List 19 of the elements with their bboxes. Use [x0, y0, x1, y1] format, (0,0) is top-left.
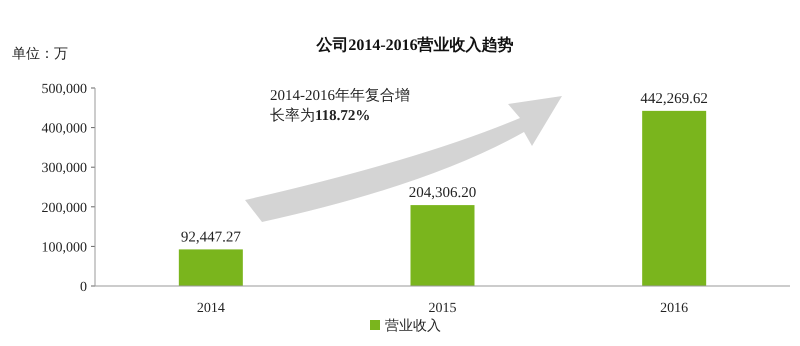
data-label: 204,306.20 [408, 185, 476, 202]
data-label: 442,269.62 [640, 90, 708, 107]
y-tick-label: 400,000 [42, 122, 87, 137]
chart-title: 公司2014-2016营业收入趋势 [315, 36, 514, 54]
bar [178, 249, 243, 286]
y-tick-label: 500,000 [42, 82, 87, 97]
x-tick-label: 2014 [196, 301, 225, 316]
y-tick-label: 300,000 [42, 161, 87, 176]
y-tick-label: 0 [80, 280, 87, 295]
legend-label: 营业收入 [385, 318, 441, 334]
bar [642, 110, 706, 286]
annotation: 2014-2016年年复合增长率为118.72% [270, 86, 411, 126]
y-axis-title: 单位：万 [12, 46, 68, 62]
y-tick-label: 100,000 [42, 240, 87, 256]
bar [410, 205, 474, 286]
x-tick-label: 2016 [660, 301, 688, 316]
x-tick-label: 2015 [428, 301, 456, 316]
y-tick-label: 200,000 [42, 200, 87, 216]
data-label: 92,447.27 [180, 229, 242, 246]
